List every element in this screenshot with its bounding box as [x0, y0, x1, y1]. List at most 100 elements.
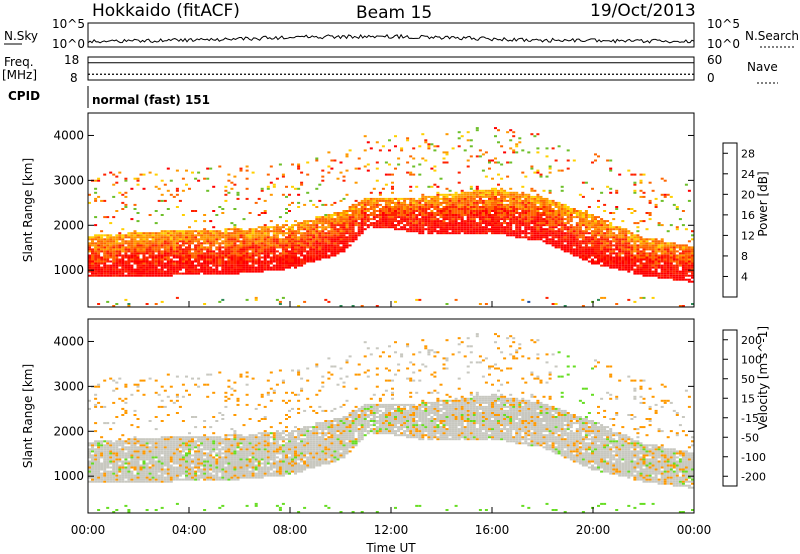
power-cell	[597, 256, 600, 259]
power-cell	[600, 234, 604, 237]
power-cell	[285, 264, 288, 267]
power-cell	[615, 246, 619, 249]
power-cell	[203, 248, 207, 251]
power-cell	[678, 256, 682, 259]
velocity-cell	[124, 468, 128, 471]
power-cell	[245, 238, 249, 241]
velocity-cell	[94, 476, 98, 479]
power-cell	[366, 208, 370, 210]
power-cell	[587, 254, 591, 257]
power-cell	[188, 242, 191, 245]
power-cell	[315, 256, 319, 259]
power-cell	[172, 244, 176, 247]
power-cell	[597, 224, 600, 227]
power-cell	[581, 248, 585, 251]
power-cell	[421, 212, 425, 214]
power-cell	[242, 264, 246, 267]
power-cell	[272, 264, 276, 267]
power-cell	[121, 266, 125, 269]
power-cell	[642, 258, 646, 261]
power-cell	[475, 127, 479, 130]
power-cell	[469, 228, 473, 231]
power-cell	[421, 224, 425, 227]
power-cell	[97, 240, 101, 243]
power-cell	[430, 222, 434, 225]
power-cell	[418, 298, 422, 301]
power-cell	[336, 224, 340, 227]
power-cell	[269, 181, 273, 184]
power-cell	[633, 250, 637, 253]
power-cell	[515, 228, 519, 231]
power-cell	[400, 206, 404, 208]
power-cell	[488, 216, 491, 219]
power-cell	[227, 256, 231, 259]
power-cell	[666, 244, 670, 247]
power-cell	[445, 216, 449, 219]
power-cell	[342, 232, 346, 235]
power-cell	[166, 262, 170, 265]
velocity-cell	[112, 460, 116, 463]
power-cell	[342, 234, 346, 237]
power-cell	[506, 214, 510, 216]
power-cell	[333, 228, 337, 231]
power-cell	[106, 246, 110, 249]
power-cell	[109, 246, 113, 249]
colorbar-tick-label: 28	[741, 147, 755, 160]
velocity-cell	[133, 466, 137, 469]
power-cell	[409, 201, 413, 204]
power-cell	[563, 208, 567, 210]
power-cell	[181, 260, 185, 263]
power-cell	[224, 256, 228, 259]
power-cell	[591, 230, 594, 233]
power-cell	[524, 203, 528, 206]
power-cell	[124, 270, 128, 273]
power-cell	[115, 181, 119, 184]
power-cell	[115, 175, 119, 178]
power-cell	[630, 248, 634, 251]
power-cell	[581, 254, 585, 257]
power-cell	[591, 250, 594, 253]
power-cell	[160, 266, 164, 269]
power-cell	[533, 232, 537, 235]
velocity-cell	[142, 462, 146, 465]
power-cell	[606, 256, 610, 259]
power-cell	[494, 224, 497, 227]
power-cell	[136, 242, 140, 245]
power-cell	[327, 171, 331, 174]
power-cell	[536, 236, 540, 239]
power-cell	[418, 199, 422, 202]
power-cell	[660, 240, 664, 243]
power-cell	[442, 228, 446, 231]
power-cell	[512, 216, 516, 219]
power-cell	[563, 222, 567, 225]
power-cell	[548, 242, 552, 245]
power-cell	[600, 224, 604, 227]
power-cell	[669, 272, 673, 275]
power-cell	[333, 244, 337, 247]
power-cell	[660, 244, 664, 247]
velocity-cell	[142, 454, 146, 457]
power-cell	[509, 218, 513, 221]
power-cell	[230, 254, 234, 257]
power-cell	[260, 187, 264, 190]
velocity-cell	[127, 466, 131, 469]
power-cell	[412, 210, 416, 212]
power-cell	[188, 252, 191, 255]
power-cell	[415, 298, 419, 301]
power-cell	[651, 252, 655, 255]
power-cell	[188, 226, 191, 229]
power-cell	[530, 197, 534, 200]
power-cell	[587, 216, 591, 219]
power-cell	[200, 238, 204, 241]
power-cell	[521, 201, 525, 204]
power-cell	[506, 228, 510, 231]
power-cell	[669, 244, 673, 247]
power-cell	[300, 183, 304, 186]
power-cell	[345, 155, 349, 158]
power-cell	[121, 193, 125, 196]
power-cell	[133, 203, 137, 206]
power-cell	[481, 228, 485, 231]
velocity-cell	[109, 442, 113, 445]
power-cell	[639, 238, 643, 241]
power-cell	[212, 252, 216, 255]
